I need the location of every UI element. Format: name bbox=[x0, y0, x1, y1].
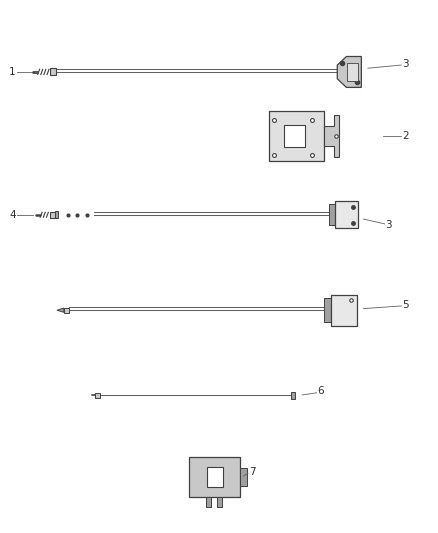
Text: 6: 6 bbox=[318, 386, 324, 396]
Text: 2: 2 bbox=[402, 131, 409, 141]
Bar bbox=[207, 467, 223, 487]
Bar bbox=[49, 212, 55, 218]
Bar bbox=[50, 68, 57, 75]
Bar bbox=[329, 204, 336, 225]
Bar bbox=[324, 298, 331, 322]
Text: 3: 3 bbox=[402, 59, 409, 69]
Bar bbox=[217, 497, 223, 506]
Bar bbox=[95, 392, 100, 399]
Bar bbox=[335, 201, 358, 228]
Bar bbox=[55, 212, 58, 218]
Text: 1: 1 bbox=[9, 67, 16, 77]
Bar bbox=[269, 111, 324, 161]
Text: 3: 3 bbox=[385, 221, 392, 230]
Bar bbox=[205, 497, 211, 506]
Bar bbox=[347, 63, 358, 81]
Bar bbox=[331, 295, 357, 326]
Text: 7: 7 bbox=[249, 467, 255, 477]
Bar bbox=[284, 125, 305, 147]
Text: 4: 4 bbox=[9, 210, 16, 220]
Bar bbox=[189, 457, 240, 497]
Polygon shape bbox=[57, 308, 64, 312]
Bar bbox=[240, 468, 247, 486]
Polygon shape bbox=[324, 115, 339, 157]
Text: 5: 5 bbox=[402, 300, 409, 310]
Polygon shape bbox=[337, 56, 361, 87]
Bar bbox=[291, 392, 295, 399]
Bar bbox=[64, 308, 69, 313]
